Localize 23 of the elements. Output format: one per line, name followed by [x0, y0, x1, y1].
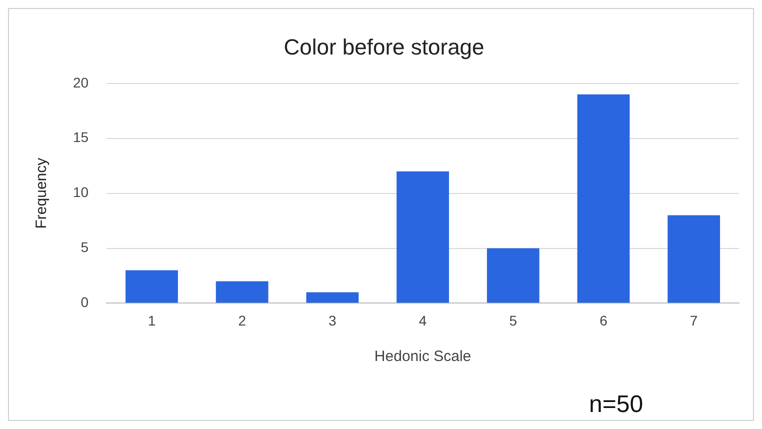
bar	[668, 215, 720, 303]
x-tick-label: 1	[148, 312, 156, 328]
x-tick-label: 4	[418, 312, 427, 328]
x-axis-title: Hedonic Scale	[374, 348, 472, 366]
x-tick-label: 6	[600, 312, 608, 328]
y-tick-label: 15	[72, 129, 89, 146]
x-tick-label: 5	[509, 312, 518, 328]
y-tick-label: 5	[80, 239, 89, 256]
x-tick-label: 2	[238, 312, 246, 328]
y-tick-label: 20	[72, 74, 89, 90]
chart-title: Color before storage	[284, 34, 484, 60]
bar	[486, 248, 540, 303]
bar	[396, 171, 449, 303]
y-axis-title: Frequency	[33, 157, 50, 229]
bar	[577, 94, 630, 303]
bar	[306, 292, 359, 303]
bar	[126, 270, 178, 303]
x-tick-label: 7	[690, 312, 698, 328]
y-tick-label: 0	[80, 294, 89, 310]
text: n=50	[589, 391, 644, 418]
x-tick-label: 3	[328, 312, 337, 328]
y-tick-label: 10	[72, 184, 89, 200]
bar	[216, 281, 268, 303]
